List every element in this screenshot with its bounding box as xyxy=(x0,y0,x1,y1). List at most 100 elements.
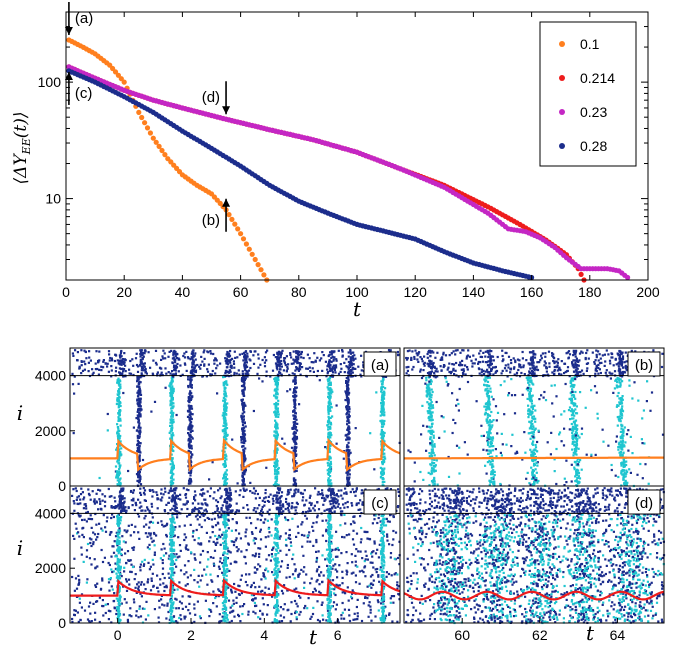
spike xyxy=(88,350,91,353)
spike xyxy=(490,395,493,398)
spike xyxy=(345,395,348,398)
spike xyxy=(487,433,490,437)
spike xyxy=(510,378,513,381)
spike xyxy=(586,367,589,370)
spike xyxy=(119,401,122,404)
spike xyxy=(423,355,426,358)
spike xyxy=(328,420,331,423)
spike xyxy=(466,453,469,456)
spike xyxy=(442,364,446,367)
spike xyxy=(257,357,260,360)
spike xyxy=(457,409,460,412)
spike xyxy=(591,351,594,354)
spike xyxy=(211,461,214,464)
data-point xyxy=(258,267,264,273)
spike xyxy=(593,361,596,364)
spike xyxy=(466,366,469,369)
spike xyxy=(454,369,457,372)
spike xyxy=(293,434,296,437)
spike xyxy=(440,357,443,360)
spike xyxy=(294,441,297,444)
legend-box xyxy=(539,21,637,167)
spike xyxy=(532,476,535,479)
spike xyxy=(430,414,433,417)
spike xyxy=(442,365,445,369)
spike xyxy=(418,351,421,354)
spike xyxy=(169,402,172,405)
spike xyxy=(337,372,341,375)
spike xyxy=(486,416,489,419)
spike xyxy=(456,349,459,352)
spike xyxy=(430,407,433,410)
spike xyxy=(575,405,578,408)
spike xyxy=(455,361,458,365)
spike xyxy=(429,398,432,402)
spike xyxy=(556,361,559,364)
spike xyxy=(294,478,297,482)
spike xyxy=(209,350,212,353)
spike xyxy=(413,461,416,464)
spike xyxy=(586,362,590,365)
spike xyxy=(489,390,492,393)
spike xyxy=(242,448,245,451)
spike xyxy=(320,357,323,360)
spike xyxy=(325,375,328,378)
spike xyxy=(160,371,163,374)
spike xyxy=(531,471,534,474)
spike xyxy=(568,397,571,400)
spike xyxy=(229,366,232,369)
spike xyxy=(462,349,465,352)
spike xyxy=(285,355,288,358)
spike xyxy=(188,435,191,438)
annotation-arrowhead xyxy=(64,71,73,80)
spike xyxy=(227,371,230,374)
spike xyxy=(433,483,436,486)
spike xyxy=(249,481,252,484)
spike xyxy=(214,357,217,360)
spike xyxy=(550,384,553,387)
spike xyxy=(517,368,520,372)
spike xyxy=(459,351,462,354)
spike xyxy=(429,404,432,407)
spike xyxy=(549,453,552,456)
spike xyxy=(490,445,493,448)
spike xyxy=(599,371,602,375)
spike xyxy=(434,376,437,379)
spike xyxy=(123,358,127,361)
spike xyxy=(461,372,465,375)
spike xyxy=(532,440,535,443)
spike xyxy=(488,459,491,462)
spike xyxy=(94,362,97,365)
spike xyxy=(573,444,577,447)
spike xyxy=(116,398,119,401)
spike xyxy=(169,400,172,403)
spike xyxy=(565,481,568,484)
spike xyxy=(294,369,297,372)
spike xyxy=(161,355,164,358)
spike xyxy=(513,366,516,369)
spike xyxy=(582,372,585,375)
spike xyxy=(73,392,76,395)
spike xyxy=(147,351,150,354)
spike xyxy=(604,360,607,363)
spike xyxy=(300,350,303,354)
x-tick-label: 140 xyxy=(462,284,486,300)
spike xyxy=(335,442,338,445)
spike xyxy=(544,352,547,355)
spike xyxy=(575,357,578,360)
spike xyxy=(446,384,449,387)
spike xyxy=(608,371,611,374)
spike xyxy=(226,351,229,354)
spike xyxy=(641,477,644,480)
spike xyxy=(83,368,86,371)
spike xyxy=(354,427,357,430)
spike xyxy=(425,390,428,393)
spike xyxy=(580,369,584,372)
spike xyxy=(457,402,460,406)
spike xyxy=(188,406,191,409)
spike xyxy=(553,384,556,387)
spike xyxy=(455,404,458,407)
spike xyxy=(169,392,172,395)
spike xyxy=(551,402,554,405)
